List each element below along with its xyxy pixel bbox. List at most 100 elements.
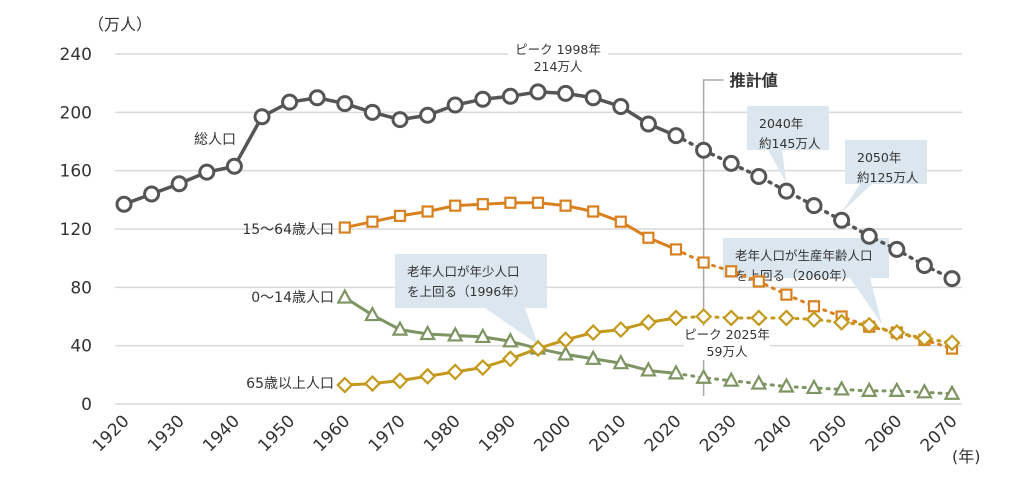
callout-2040-text: 約145万人	[759, 136, 821, 151]
data-point-diamond	[722, 309, 740, 327]
data-point-circle	[363, 103, 381, 121]
callout-2040-box	[747, 106, 829, 184]
data-point-triangle	[419, 324, 436, 341]
callout-2060-text: 老年人口が生産年齢人口	[735, 248, 873, 263]
data-point-square	[807, 300, 821, 313]
data-point-diamond	[750, 309, 768, 327]
peak-1998-label: ピーク 1998年	[515, 42, 601, 57]
data-point-circle	[253, 108, 271, 126]
data-point-diamond	[363, 375, 381, 393]
callout-2040-text: 2040年	[759, 116, 803, 131]
data-point-circle	[446, 96, 464, 114]
data-point-diamond	[391, 372, 409, 390]
x-tick-label: 1980	[420, 411, 465, 456]
y-tick-label: 160	[60, 162, 92, 182]
callout-1996-box	[395, 254, 547, 345]
data-point-square	[531, 196, 545, 209]
y-tick-label: 0	[81, 395, 92, 415]
data-point-triangle	[833, 380, 850, 396]
projection-label: 推計値	[730, 71, 778, 90]
data-point-circle	[529, 83, 547, 101]
callout-1996-text: を上回る（1996年）	[407, 284, 526, 299]
peak-label-bg	[684, 326, 770, 360]
x-tick-label: 2030	[696, 411, 741, 456]
callout-2050-box	[841, 140, 927, 213]
data-point-circle	[915, 256, 933, 274]
data-point-diamond	[695, 307, 713, 326]
data-point-circle	[170, 175, 188, 193]
data-point-triangle	[778, 377, 795, 393]
data-point-circle	[943, 270, 961, 288]
peak-label-bg	[508, 42, 608, 76]
data-point-square	[393, 209, 407, 222]
data-point-triangle	[667, 364, 685, 380]
series-line-projected	[674, 247, 954, 351]
data-point-diamond	[446, 363, 464, 381]
data-point-square	[642, 231, 655, 244]
x-tick-label: 2050	[806, 411, 851, 456]
data-point-triangle	[584, 349, 602, 365]
data-point-triangle	[750, 374, 768, 390]
x-tick-label: 1920	[89, 411, 134, 456]
data-point-square	[780, 288, 793, 301]
data-point-square	[476, 198, 489, 211]
data-point-circle	[750, 168, 768, 185]
data-point-circle	[225, 157, 243, 175]
data-point-triangle	[640, 361, 657, 377]
data-point-square	[725, 265, 738, 278]
y-tick-label: 200	[60, 103, 92, 123]
data-point-diamond	[915, 329, 933, 347]
data-point-circle	[888, 240, 906, 258]
data-point-diamond	[584, 323, 602, 342]
data-point-triangle	[695, 368, 712, 384]
data-point-circle	[584, 89, 602, 107]
data-point-diamond	[612, 321, 630, 339]
data-point-circle	[833, 211, 851, 229]
data-point-diamond	[501, 350, 519, 368]
data-point-diamond	[529, 340, 547, 358]
x-tick-label: 1990	[475, 411, 520, 456]
data-point-circle	[557, 84, 575, 102]
data-point-triangle	[446, 326, 464, 342]
data-point-circle	[391, 111, 409, 129]
data-point-circle	[695, 141, 713, 159]
x-unit-label: (年)	[952, 447, 981, 466]
peak-2025-label: ピーク 2025年	[684, 327, 770, 342]
data-point-circle	[860, 227, 878, 245]
y-tick-label: 240	[60, 45, 92, 65]
data-point-diamond	[860, 316, 878, 334]
series-label: 15～64歳人口	[242, 222, 334, 238]
data-point-triangle	[943, 384, 961, 400]
data-point-triangle	[916, 383, 933, 399]
x-tick-label: 1960	[310, 411, 355, 456]
callout-2050-text: 2050年	[857, 150, 901, 165]
series-label: 総人口	[194, 132, 236, 148]
x-tick-label: 2000	[530, 411, 575, 456]
data-point-triangle	[612, 353, 630, 370]
data-point-circle	[667, 127, 685, 145]
data-point-square	[338, 221, 351, 234]
y-unit-label: （万人）	[88, 15, 152, 34]
data-point-triangle	[860, 381, 878, 397]
data-point-square	[366, 215, 379, 228]
callout-1996-text: 老年人口が年少人口	[407, 264, 520, 279]
series-label: 65歳以上人口	[246, 376, 334, 392]
series-line-actual	[123, 90, 677, 206]
data-point-circle	[474, 90, 492, 108]
data-point-diamond	[336, 376, 354, 394]
x-tick-label: 1940	[199, 411, 244, 456]
data-point-diamond	[833, 313, 851, 331]
series-label: 0～14歳人口	[251, 290, 334, 306]
data-point-triangle	[888, 381, 906, 397]
data-point-circle	[419, 106, 437, 124]
data-point-diamond	[639, 313, 657, 331]
data-point-triangle	[474, 327, 492, 344]
data-point-square	[421, 205, 434, 218]
data-point-diamond	[888, 323, 906, 342]
data-point-square	[669, 243, 683, 256]
data-point-diamond	[943, 334, 961, 352]
x-tick-label: 2020	[641, 411, 686, 456]
y-tick-label: 120	[60, 220, 92, 240]
data-point-circle	[805, 197, 823, 215]
data-point-circle	[777, 182, 795, 200]
